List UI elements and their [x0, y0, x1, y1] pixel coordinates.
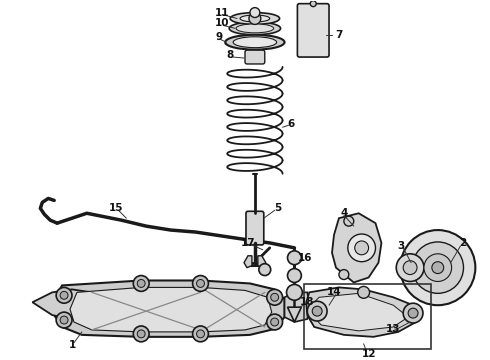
Ellipse shape [225, 35, 285, 50]
Circle shape [133, 275, 149, 291]
Circle shape [403, 303, 423, 323]
Circle shape [424, 254, 452, 282]
Text: 11: 11 [215, 8, 229, 18]
Polygon shape [285, 292, 309, 322]
Text: 15: 15 [109, 203, 123, 213]
FancyBboxPatch shape [297, 4, 329, 57]
Polygon shape [244, 256, 252, 267]
Text: 12: 12 [361, 348, 376, 359]
Polygon shape [288, 307, 301, 322]
Circle shape [310, 1, 316, 6]
Circle shape [287, 284, 302, 300]
Polygon shape [54, 280, 285, 337]
Circle shape [408, 308, 418, 318]
Circle shape [403, 261, 417, 275]
Circle shape [412, 242, 464, 293]
Circle shape [250, 8, 260, 18]
Polygon shape [332, 213, 381, 283]
Ellipse shape [236, 24, 274, 33]
Circle shape [400, 230, 475, 305]
Circle shape [339, 270, 349, 279]
Circle shape [355, 241, 368, 255]
Text: 7: 7 [335, 30, 343, 40]
Circle shape [288, 251, 301, 265]
Circle shape [344, 216, 354, 226]
Ellipse shape [230, 13, 280, 24]
Text: 18: 18 [300, 297, 315, 307]
Text: 1: 1 [69, 340, 75, 350]
FancyBboxPatch shape [246, 211, 264, 245]
Circle shape [137, 330, 145, 338]
Polygon shape [32, 289, 97, 319]
Polygon shape [311, 293, 408, 331]
Circle shape [358, 287, 369, 298]
Text: 3: 3 [397, 241, 405, 251]
Ellipse shape [229, 22, 281, 35]
Circle shape [267, 289, 283, 305]
Text: 9: 9 [216, 32, 223, 42]
Text: 10: 10 [215, 18, 229, 28]
Circle shape [60, 316, 68, 324]
Text: 13: 13 [386, 324, 400, 334]
Circle shape [137, 279, 145, 287]
Circle shape [288, 269, 301, 283]
Circle shape [270, 318, 279, 326]
Circle shape [133, 326, 149, 342]
Circle shape [270, 293, 279, 301]
Circle shape [307, 301, 327, 321]
Circle shape [432, 262, 444, 274]
Circle shape [259, 264, 270, 275]
Circle shape [196, 330, 204, 338]
Polygon shape [70, 287, 271, 332]
FancyBboxPatch shape [245, 50, 265, 64]
Circle shape [267, 314, 283, 330]
Circle shape [56, 312, 72, 328]
Circle shape [312, 306, 322, 316]
Text: 14: 14 [327, 287, 342, 297]
Circle shape [396, 254, 424, 282]
Polygon shape [258, 256, 266, 267]
Circle shape [196, 279, 204, 287]
Text: 5: 5 [274, 203, 281, 213]
Circle shape [60, 291, 68, 299]
Ellipse shape [233, 37, 277, 48]
Polygon shape [306, 287, 418, 337]
Text: 17: 17 [241, 238, 255, 248]
Text: 2: 2 [459, 238, 466, 248]
Circle shape [56, 287, 72, 303]
Circle shape [193, 275, 208, 291]
Text: 8: 8 [226, 50, 234, 60]
Circle shape [249, 13, 261, 24]
Text: 6: 6 [288, 119, 295, 129]
Text: 4: 4 [340, 208, 347, 218]
Text: 16: 16 [298, 253, 313, 263]
Circle shape [193, 326, 208, 342]
Bar [304, 284, 431, 349]
Circle shape [348, 234, 375, 262]
Ellipse shape [240, 15, 270, 22]
